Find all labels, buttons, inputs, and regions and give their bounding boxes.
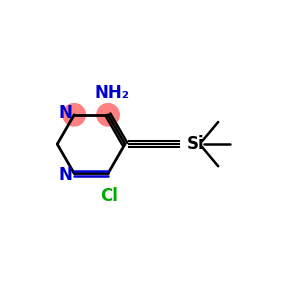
Text: N: N [59, 104, 73, 122]
Text: NH₂: NH₂ [95, 84, 130, 102]
Circle shape [97, 103, 119, 126]
Text: Si: Si [187, 135, 205, 153]
Circle shape [63, 103, 86, 126]
Text: Cl: Cl [100, 187, 118, 205]
Text: N: N [59, 166, 73, 184]
